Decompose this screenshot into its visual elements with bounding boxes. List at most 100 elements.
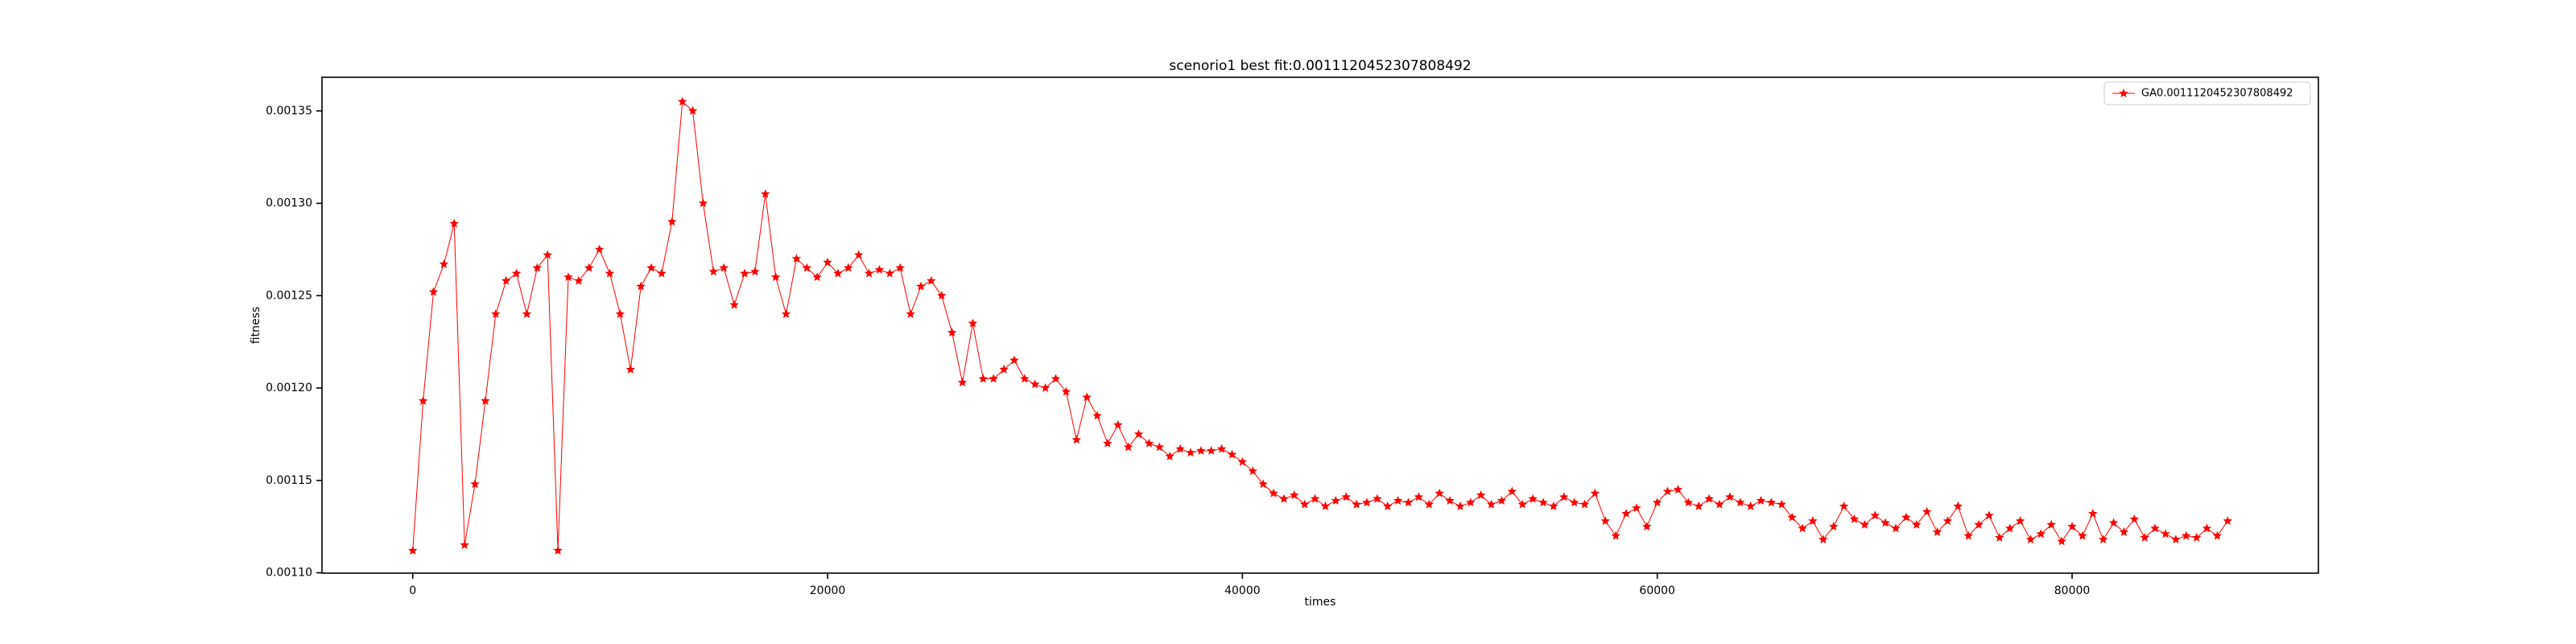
point-marker: [957, 378, 968, 386]
point-marker: [1362, 497, 1372, 507]
chart-title: scenorio1 best fit:0.0011120452307808492: [1169, 58, 1471, 74]
point-marker: [1320, 501, 1331, 510]
point-marker: [418, 396, 428, 405]
point-marker: [1414, 492, 1424, 502]
point-marker: [2046, 519, 2056, 529]
point-marker: [1040, 383, 1051, 392]
point-marker: [553, 546, 563, 555]
point-marker: [1704, 493, 1714, 503]
point-marker: [1186, 448, 1195, 457]
legend-box: [2103, 81, 2311, 105]
x-tick-label: 40000: [1224, 584, 1261, 597]
point-marker: [2067, 522, 2077, 531]
point-marker: [2078, 530, 2087, 540]
plot-frame: [321, 76, 2319, 574]
point-marker: [1123, 442, 1133, 452]
point-marker: [1227, 449, 1237, 459]
y-tick-label: 0.00125: [266, 289, 312, 302]
point-marker: [1507, 486, 1517, 496]
point-marker: [864, 268, 874, 278]
point-marker: [1611, 530, 1620, 540]
point-marker: [885, 268, 895, 278]
point-marker: [1061, 386, 1071, 396]
point-marker: [874, 265, 885, 274]
point-marker: [781, 309, 791, 319]
point-marker: [1341, 492, 1351, 502]
point-marker: [1777, 499, 1787, 509]
point-marker: [1393, 496, 1403, 505]
point-marker: [937, 291, 947, 300]
point-marker: [729, 299, 739, 309]
point-marker: [1383, 501, 1393, 510]
point-marker: [1715, 499, 1724, 509]
series-line: [412, 101, 2228, 551]
point-marker: [1403, 497, 1414, 507]
point-marker: [1496, 496, 1507, 505]
point-marker: [1299, 499, 1310, 509]
point-marker: [2129, 514, 2140, 523]
point-marker: [968, 318, 978, 328]
point-marker: [812, 272, 822, 282]
x-tick-label: 20000: [810, 584, 846, 597]
point-marker: [1538, 497, 1548, 507]
point-marker: [1373, 493, 1382, 503]
point-marker: [1549, 501, 1558, 510]
point-marker: [978, 374, 989, 383]
point-marker: [853, 250, 864, 259]
point-marker: [1798, 523, 1807, 533]
point-marker: [1736, 497, 1745, 507]
point-marker: [1071, 435, 1081, 444]
point-marker: [511, 268, 522, 278]
point-marker: [1683, 497, 1694, 507]
point-marker: [1476, 490, 1486, 499]
point-marker: [750, 266, 760, 276]
point-marker: [989, 374, 998, 383]
point-marker: [947, 328, 957, 337]
x-tick-label: 60000: [1639, 584, 1675, 597]
point-marker: [594, 244, 605, 254]
point-marker: [1652, 497, 1662, 507]
point-marker: [2171, 535, 2181, 544]
point-marker: [1673, 485, 1683, 494]
point-marker: [1466, 497, 1476, 507]
point-marker: [564, 272, 573, 282]
point-marker: [1870, 510, 1880, 520]
point-marker: [1113, 419, 1123, 429]
point-marker: [2108, 518, 2119, 527]
point-marker: [1237, 456, 1248, 466]
point-marker: [625, 365, 635, 374]
point-marker: [2088, 509, 2098, 518]
point-marker: [2057, 536, 2066, 546]
point-marker: [1486, 499, 1496, 509]
point-marker: [1435, 488, 1444, 497]
point-marker: [895, 262, 905, 272]
point-marker: [1632, 503, 1641, 513]
point-marker: [1818, 535, 1828, 544]
point-marker: [1621, 509, 1631, 518]
point-marker: [1829, 522, 1839, 531]
point-marker: [1891, 523, 1901, 533]
legend-label: GA0.0011120452307808492: [2141, 88, 2293, 100]
point-marker: [605, 268, 615, 278]
point-marker: [2098, 535, 2108, 544]
point-marker: [1942, 516, 1953, 526]
point-marker: [408, 546, 418, 555]
point-marker: [1745, 501, 1756, 510]
point-marker: [1207, 446, 1216, 455]
point-marker: [2015, 516, 2025, 526]
point-marker: [1860, 519, 1870, 529]
point-marker: [2182, 530, 2191, 540]
point-marker: [999, 365, 1009, 374]
point-marker: [2223, 516, 2232, 526]
point-marker: [1216, 444, 1227, 453]
point-marker: [1932, 527, 1942, 536]
point-marker: [791, 254, 802, 263]
point-marker: [833, 268, 843, 278]
point-marker: [1030, 379, 1040, 389]
point-marker: [428, 287, 439, 296]
point-marker: [698, 198, 708, 208]
point-marker: [1559, 492, 1569, 502]
point-marker: [2140, 532, 2149, 542]
point-marker: [501, 275, 511, 285]
